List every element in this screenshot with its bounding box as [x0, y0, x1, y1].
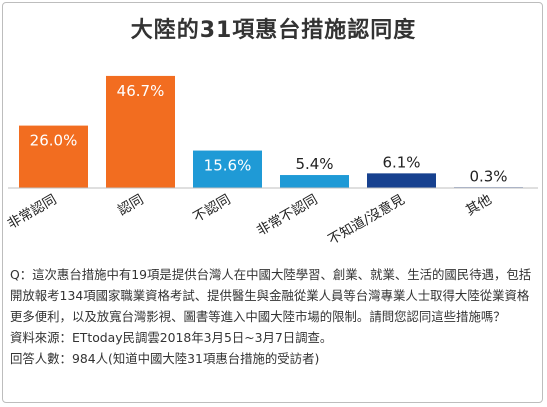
survey-respondents: 回答人數：984人(知道中國大陸31項惠台措施的受訪者) [10, 351, 320, 366]
value-label-1: 26.0% [30, 132, 78, 150]
value-label-5: 6.1% [382, 153, 420, 171]
survey-question: Q：這次惠台措施中有19項是提供台灣人在中國大陸學習、創業、就業、生活的國民待遇… [10, 267, 532, 324]
value-label-2: 46.7% [117, 82, 165, 100]
bar-4 [280, 175, 349, 188]
category-label-2: 認同 [115, 192, 146, 219]
survey-source: 資料來源：ETtoday民調雲2018年3月5日~3月7日調查。 [10, 330, 333, 345]
bar-3 [193, 150, 262, 188]
category-label-4: 非常不認同 [254, 192, 320, 240]
value-label-4: 5.4% [295, 155, 333, 173]
bar-5 [367, 173, 436, 188]
chart-frame [2, 2, 543, 403]
category-label-3: 不認同 [190, 192, 233, 226]
category-label-6: 其他 [463, 192, 494, 219]
value-label-6: 0.3% [469, 167, 507, 185]
survey-description: Q：這次惠台措施中有19項是提供台灣人在中國大陸學習、創業、就業、生活的國民待遇… [10, 264, 537, 369]
bar-chart: 26.0% 非常認同 46.7% 認同 15.6% 不認同 5.4% 非常不認同 6.1% 不知道… [5, 75, 538, 249]
bar-2 [106, 75, 175, 188]
category-label-5: 不知道/沒意見 [325, 191, 408, 249]
value-label-3: 15.6% [204, 157, 252, 175]
bar-1 [19, 125, 88, 188]
category-label-1: 非常認同 [5, 192, 60, 233]
chart-title: 大陸的31項惠台措施認同度 [130, 18, 417, 43]
